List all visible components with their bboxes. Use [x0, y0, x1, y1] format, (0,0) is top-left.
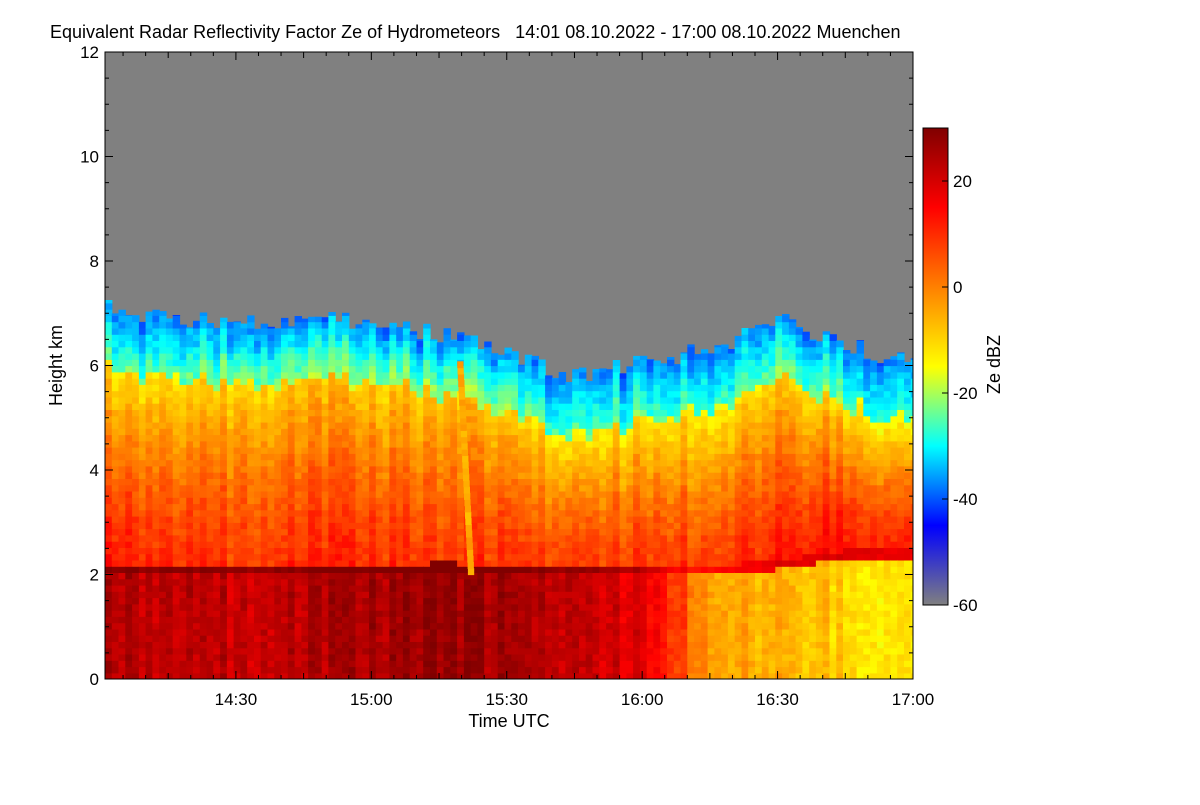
colorbar-tick-label: 0 [953, 278, 962, 297]
y-tick-label: 2 [90, 566, 99, 585]
y-tick-label: 10 [80, 148, 99, 167]
y-tick-label: 8 [90, 252, 99, 271]
x-tick-label: 14:30 [215, 690, 258, 709]
chart-title: Equivalent Radar Reflectivity Factor Ze … [50, 22, 901, 43]
colorbar-tick-label: -60 [953, 596, 978, 615]
x-tick-label: 15:00 [350, 690, 393, 709]
colorbar [923, 128, 948, 605]
y-axis-label: Height km [46, 325, 66, 406]
y-tick-label: 12 [80, 43, 99, 62]
reflectivity-cells [105, 300, 918, 680]
y-tick-label: 4 [90, 461, 99, 480]
colorbar-tick-label: -40 [953, 490, 978, 509]
x-tick-label: 17:00 [892, 690, 935, 709]
x-tick-label: 16:00 [621, 690, 664, 709]
x-axis-label: Time UTC [468, 711, 549, 731]
colorbar-label: Ze dBZ [984, 335, 1004, 394]
colorbar-tick-label: 20 [953, 172, 972, 191]
y-tick-label: 0 [90, 670, 99, 689]
x-tick-label: 16:30 [756, 690, 799, 709]
x-tick-label: 15:30 [485, 690, 528, 709]
y-tick-label: 6 [90, 357, 99, 376]
colorbar-tick-label: -20 [953, 384, 978, 403]
